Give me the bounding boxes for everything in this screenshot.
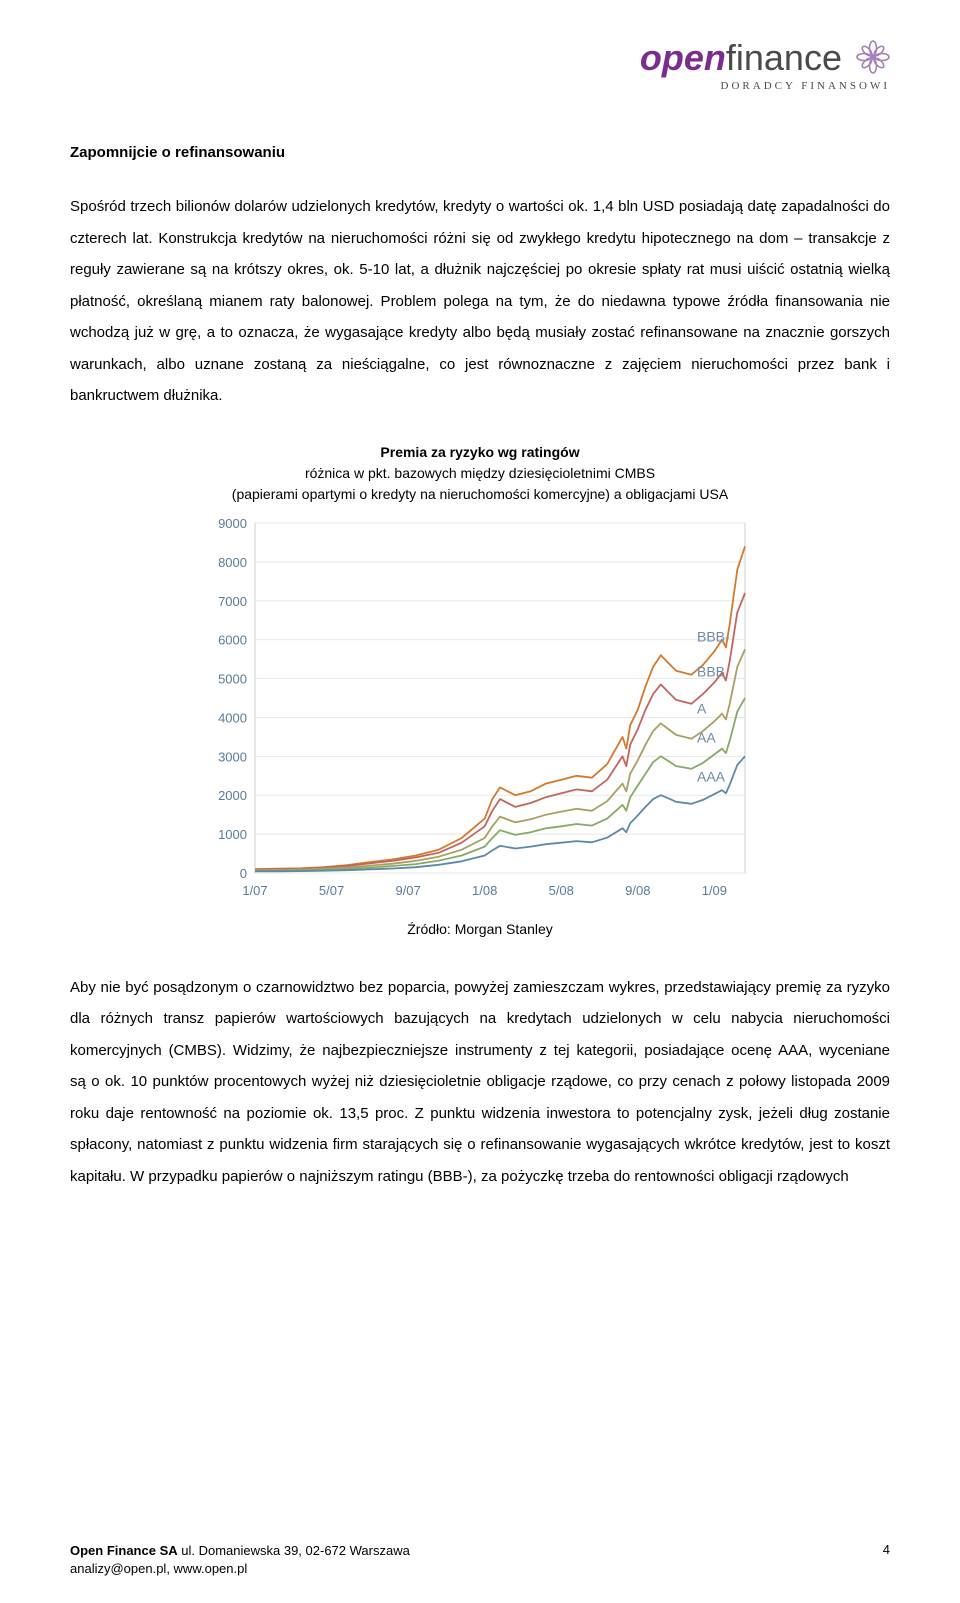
svg-text:AA: AA [697,729,716,745]
chart-caption-line3: (papierami opartymi o kredyty na nieruch… [232,486,728,502]
svg-text:7000: 7000 [218,593,247,608]
paragraph-2: Aby nie być posądzonym o czarnowidztwo b… [70,972,890,1193]
svg-text:8000: 8000 [218,554,247,569]
line-chart: 0 1000 2000 3000 4000 5000 6000 7000 8000 9000 1/0… [200,513,760,903]
svg-text:0: 0 [240,866,247,881]
svg-text:BBB-: BBB- [697,628,730,644]
chart-caption: Premia za ryzyko wg ratingów różnica w p… [70,442,890,505]
footer-contact: analizy@open.pl, www.open.pl [70,1561,247,1576]
svg-text:1/09: 1/09 [702,883,727,898]
svg-text:9000: 9000 [218,516,247,531]
footer-address: ul. Domaniewska 39, 02-672 Warszawa [178,1543,410,1558]
chart-caption-line2: różnica w pkt. bazowych między dziesięci… [305,465,655,481]
logo-tagline: DORADCY FINANSOWI [640,80,890,92]
section-title: Zapomnijcie o refinansowaniu [70,144,890,161]
svg-text:1000: 1000 [218,827,247,842]
logo-container: openfinance [70,40,890,94]
page-footer: Open Finance SA ul. Domaniewska 39, 02-6… [70,1542,890,1578]
paragraph-1: Spośród trzech bilionów dolarów udzielon… [70,191,890,412]
svg-text:2000: 2000 [218,788,247,803]
svg-text:9/07: 9/07 [395,883,420,898]
svg-text:A: A [697,700,707,716]
svg-text:1/07: 1/07 [242,883,267,898]
chart-source: Źródło: Morgan Stanley [70,921,890,937]
svg-text:5000: 5000 [218,671,247,686]
svg-text:6000: 6000 [218,632,247,647]
page-number: 4 [883,1542,890,1557]
svg-text:5/07: 5/07 [319,883,344,898]
svg-text:4000: 4000 [218,710,247,725]
footer-company: Open Finance SA [70,1543,178,1558]
logo-open-text: open [640,37,726,78]
chart-container: 0 1000 2000 3000 4000 5000 6000 7000 8000 9000 1/0… [200,513,760,903]
svg-text:AAA: AAA [697,768,726,784]
flower-icon [856,40,890,74]
svg-text:1/08: 1/08 [472,883,497,898]
svg-text:BBB: BBB [697,663,725,679]
svg-text:9/08: 9/08 [625,883,650,898]
svg-text:3000: 3000 [218,749,247,764]
svg-text:5/08: 5/08 [549,883,574,898]
chart-caption-title: Premia za ryzyko wg ratingów [380,444,579,460]
logo-finance-text: finance [726,37,842,78]
